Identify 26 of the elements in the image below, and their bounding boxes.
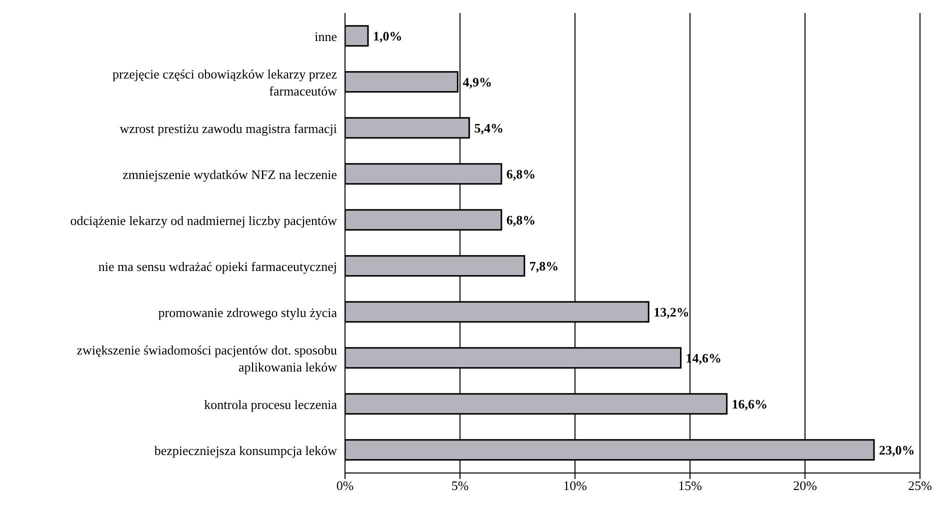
data-label: 6,8%: [506, 166, 536, 182]
x-tick-label: 5%: [451, 478, 469, 494]
y-tick-label: kontrola procesu leczenia: [204, 396, 338, 412]
y-tick-label: nie ma sensu wdrażać opieki farmaceutycznej: [98, 258, 337, 274]
data-label: 7,8%: [529, 258, 559, 274]
y-tick-label: inne: [314, 28, 338, 44]
x-tick-label: 10%: [563, 478, 588, 494]
data-label: 5,4%: [474, 120, 504, 136]
y-tick-label: zmniejszenie wydatków NFZ na leczenie: [122, 166, 338, 182]
x-tick-label: 15%: [678, 478, 702, 494]
data-label: 13,2%: [654, 304, 690, 320]
y-tick-label: zwiększenie świadomości pacjentów dot. sposobu aplikowania leków: [76, 342, 338, 374]
x-tick-label: 20%: [793, 478, 818, 494]
x-tick-label: 25%: [908, 478, 932, 494]
data-label: 1,0%: [373, 28, 402, 44]
y-tick-label: odciążenie lekarzy od nadmiernej liczby pacjentów: [70, 212, 338, 228]
data-label: 23,0%: [879, 442, 915, 458]
data-label: 6,8%: [506, 212, 536, 228]
y-tick-label: przejęcie części obowiązków lekarzy przez farmaceutów: [112, 66, 338, 98]
bar: [345, 25, 369, 47]
data-label: 16,6%: [732, 396, 768, 412]
data-label: 4,9%: [462, 74, 492, 90]
y-tick-label: wzrost prestiżu zawodu magistra farmacji: [120, 120, 338, 136]
y-tick-label: bezpieczniejsza konsumpcja leków: [154, 442, 338, 458]
y-tick-label: promowanie zdrowego stylu życia: [158, 304, 338, 320]
x-tick-label: 0%: [336, 478, 354, 494]
